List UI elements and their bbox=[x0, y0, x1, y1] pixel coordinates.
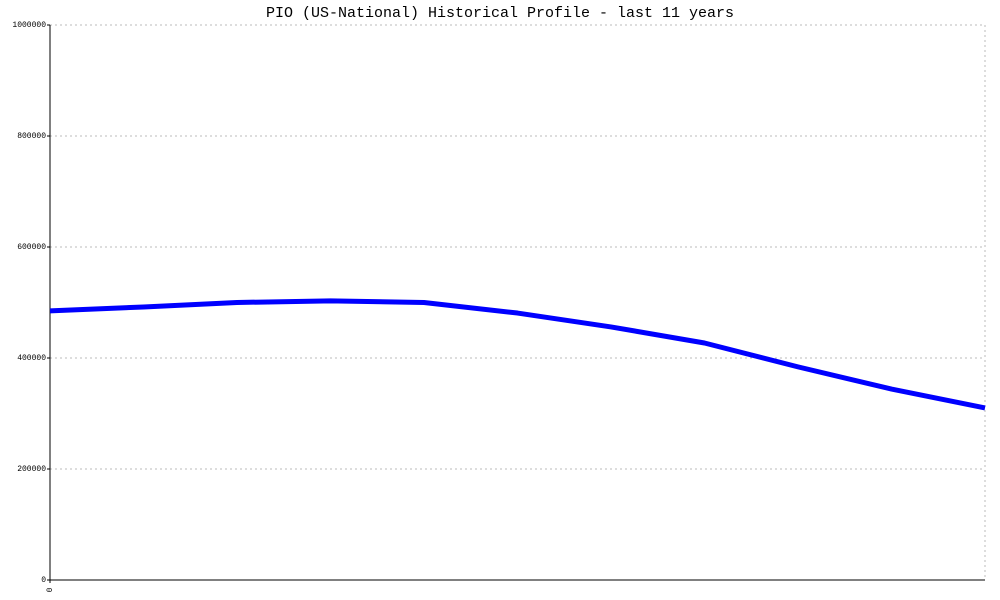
y-tick-label: 800000 bbox=[17, 132, 46, 141]
y-tick-label: 400000 bbox=[17, 354, 46, 363]
data-line bbox=[49, 298, 986, 411]
x-tick-label: 0 bbox=[46, 587, 55, 592]
y-tick-label: 600000 bbox=[17, 243, 46, 252]
y-tick-label: 0 bbox=[41, 576, 46, 585]
y-tick-label: 1000000 bbox=[12, 21, 46, 30]
y-tick-label: 200000 bbox=[17, 465, 46, 474]
chart-title: PIO (US-National) Historical Profile - l… bbox=[266, 5, 734, 22]
